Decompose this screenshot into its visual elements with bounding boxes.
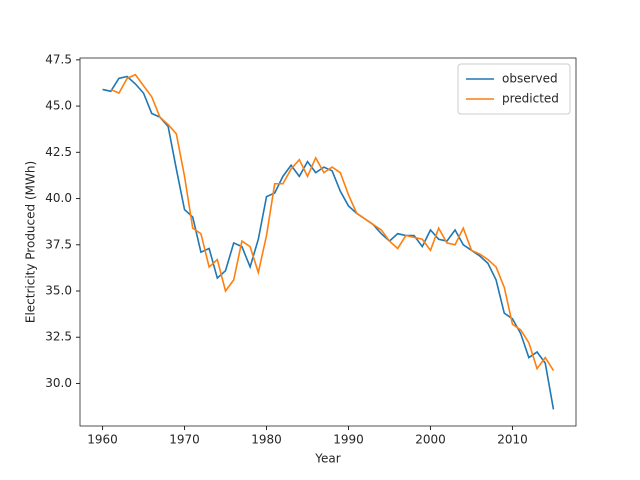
- y-tick-label: 40.0: [45, 191, 72, 205]
- x-tick-label: 1980: [251, 433, 282, 447]
- y-tick-label: 45.0: [45, 99, 72, 113]
- legend-box: [457, 63, 571, 115]
- x-tick-label: 1970: [169, 433, 200, 447]
- x-tick-label: 2010: [497, 433, 528, 447]
- y-axis-label: Electricity Produced (MWh): [24, 161, 38, 323]
- y-tick-label: 32.5: [45, 330, 72, 344]
- x-axis-label: Year: [314, 452, 340, 466]
- legend-label: observed: [502, 72, 558, 86]
- y-tick-label: 37.5: [45, 237, 72, 251]
- legend-label: predicted: [502, 92, 559, 106]
- y-tick-label: 35.0: [45, 284, 72, 298]
- x-tick-label: 1990: [333, 433, 364, 447]
- x-tick-label: 1960: [87, 433, 118, 447]
- y-tick-label: 42.5: [45, 145, 72, 159]
- y-tick-label: 30.0: [45, 376, 72, 390]
- data-line: [110, 73, 555, 371]
- x-tick-label: 2000: [415, 433, 446, 447]
- y-tick-label: 47.5: [45, 52, 72, 66]
